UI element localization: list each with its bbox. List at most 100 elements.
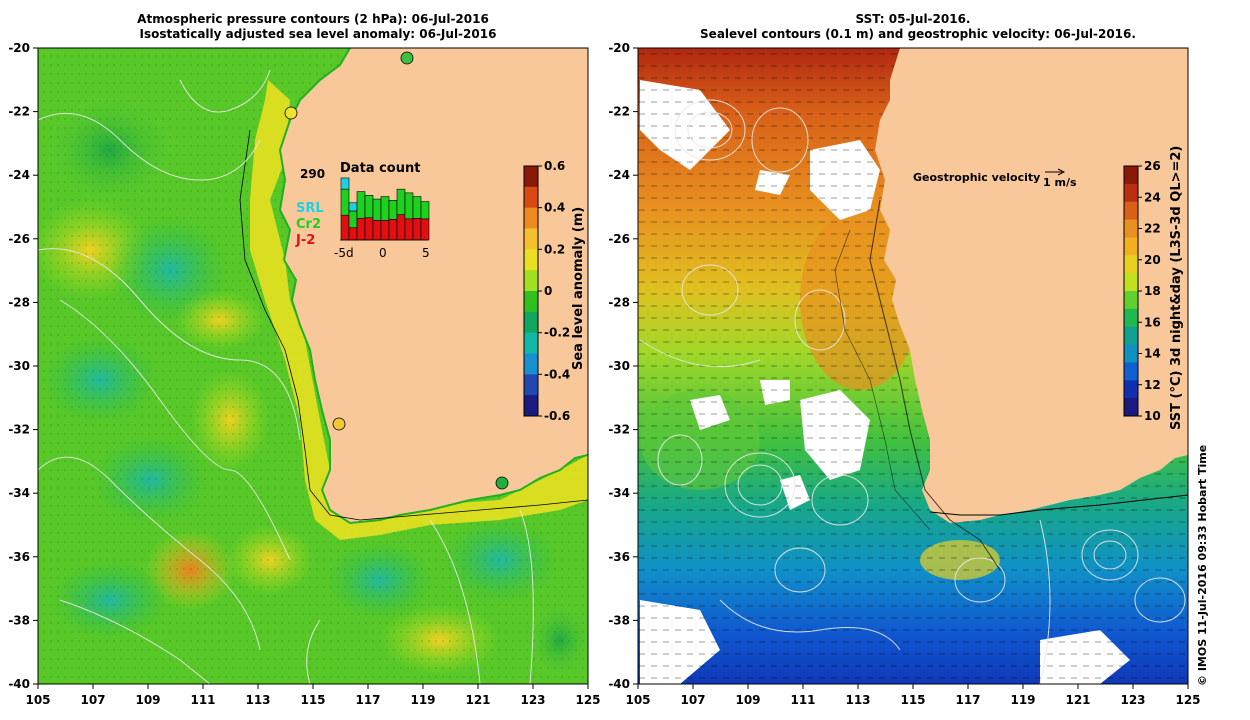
- x-tick-label: 115: [900, 693, 925, 707]
- x-tick-label: 119: [1010, 693, 1035, 707]
- colorbar-swatch: [1124, 362, 1138, 381]
- colorbar-swatch: [524, 166, 538, 188]
- data-count-total: 290: [300, 167, 325, 181]
- tide-gauge-marker: [284, 106, 298, 120]
- tide-gauge-marker: [332, 417, 346, 431]
- x-tick-label: 113: [245, 693, 270, 707]
- colorbar-swatch: [524, 395, 538, 417]
- x-tick-label: 125: [575, 693, 600, 707]
- colorbar-tick-label: 14: [1144, 347, 1161, 361]
- x-tick-label: 121: [1065, 693, 1090, 707]
- y-tick-label: -28: [8, 295, 30, 309]
- inset-x-label: 0: [379, 246, 387, 260]
- x-tick-label: 117: [955, 693, 980, 707]
- colorbar-swatch: [524, 249, 538, 271]
- x-tick-label: 125: [1175, 693, 1200, 707]
- inset-bar-cr2: [380, 196, 390, 221]
- colorbar-swatch: [524, 186, 538, 209]
- inset-bar-cr2: [388, 200, 398, 220]
- inset-bar-cr2: [404, 192, 414, 220]
- colorbar-swatch: [1124, 237, 1138, 256]
- colorbar-swatch: [1124, 273, 1138, 292]
- x-tick-label: 113: [845, 693, 870, 707]
- inset-bar-j2: [356, 217, 366, 241]
- colorbar-swatch: [524, 207, 538, 229]
- inset-bar-cr2: [420, 201, 430, 220]
- x-tick-label: 123: [520, 693, 545, 707]
- colorbar-swatch: [524, 353, 538, 375]
- x-tick-label: 111: [790, 693, 815, 707]
- sst-colorbar: 26 24 22 20 18 16 14 12 10 SST (°C) 3d night&day…: [1123, 146, 1184, 430]
- inset-bar-srl: [340, 177, 350, 190]
- colorbar-tick-label: 0.6: [544, 159, 565, 173]
- colorbar-swatch: [524, 270, 538, 292]
- y-tick-label: -32: [8, 423, 30, 437]
- y-tick-label: -20: [608, 41, 630, 55]
- colorbar-tick-label: 20: [1144, 253, 1161, 267]
- colorbar-tick-label: -0.4: [544, 367, 570, 381]
- y-tick-label: -38: [608, 613, 630, 627]
- y-tick-label: -26: [8, 232, 30, 246]
- x-tick-label: 121: [465, 693, 490, 707]
- y-tick-label: -40: [608, 677, 630, 691]
- inset-bar-j2: [380, 220, 390, 241]
- colorbar-swatch: [524, 228, 538, 250]
- inset-bar-j2: [388, 219, 398, 241]
- x-tick-label: 117: [355, 693, 380, 707]
- y-tick-label: -34: [8, 486, 30, 500]
- colorbar-tick-label: 24: [1144, 190, 1161, 204]
- colorbar-swatch: [1124, 326, 1138, 346]
- x-tick-label: 109: [735, 693, 760, 707]
- colorbar-tick-label: 18: [1144, 284, 1161, 298]
- x-tick-label: 123: [1120, 693, 1145, 707]
- inset-bar-j2: [412, 218, 422, 241]
- inset-bar-j2: [340, 214, 350, 241]
- colorbar-swatch: [1124, 219, 1138, 238]
- x-tick-label: 105: [625, 693, 650, 707]
- legend-j2: J-2: [295, 233, 315, 248]
- y-tick-label: -22: [608, 105, 630, 119]
- inset-bar-cr2: [364, 195, 374, 218]
- x-tick-label: 115: [300, 693, 325, 707]
- right-title-line1: SST: 05-Jul-2016.: [855, 12, 971, 26]
- inset-bar-srl: [348, 202, 358, 212]
- y-tick-label: -24: [8, 168, 30, 182]
- inset-bar-j2: [404, 218, 414, 241]
- inset-bar-j2: [348, 227, 358, 241]
- colorbar-swatch: [1124, 398, 1138, 417]
- y-tick-label: -20: [8, 41, 30, 55]
- inset-bar-cr2: [372, 198, 382, 221]
- left-title-line2: Isostatically adjusted sea level anomaly…: [139, 27, 497, 41]
- inset-bar-cr2: [340, 188, 350, 216]
- colorbar-swatch: [1124, 255, 1138, 274]
- y-tick-label: -36: [8, 550, 30, 564]
- inset-bar-cr2: [356, 191, 366, 219]
- left-land-australia: [280, 48, 588, 523]
- colorbar-tick-label: 0.4: [544, 201, 565, 215]
- data-count-heading: Data count: [340, 161, 420, 176]
- legend-srl: SRL: [296, 201, 324, 216]
- legend-cr2: Cr2: [296, 217, 321, 232]
- colorbar-tick-label: 0: [544, 284, 552, 298]
- inset-bar-j2: [364, 217, 374, 241]
- right-map-figure: 105 107 109 111 113 115 117 119 121 123 125 -20 -22 -…: [608, 41, 1200, 707]
- inset-bar-j2: [396, 214, 406, 241]
- colorbar-tick-label: -0.6: [544, 409, 570, 423]
- left-map-figure: 105 107 109 111 113 115 117 119 121 123 125 -20 -22 -…: [8, 41, 600, 707]
- y-tick-label: -38: [8, 613, 30, 627]
- y-tick-label: -32: [608, 423, 630, 437]
- y-tick-label: -40: [8, 677, 30, 691]
- colorbar-swatch: [1124, 201, 1138, 221]
- y-tick-label: -24: [608, 168, 630, 182]
- left-title-line1: Atmospheric pressure contours (2 hPa): 0…: [137, 12, 489, 26]
- y-tick-label: -22: [8, 105, 30, 119]
- colorbar-swatch: [1124, 308, 1138, 328]
- y-tick-label: -36: [608, 550, 630, 564]
- velocity-scale-label: Geostrophic velocity: [913, 171, 1040, 184]
- credit-text: © IMOS 11-Jul-2016 09:33 Hobart Time: [1196, 445, 1209, 686]
- inset-bar-cr2: [412, 196, 422, 219]
- imos-credit: © IMOS 11-Jul-2016 09:33 Hobart Time: [1196, 445, 1209, 686]
- x-tick-label: 109: [135, 693, 160, 707]
- colorbar-swatch: [524, 291, 538, 313]
- x-tick-label: 111: [190, 693, 215, 707]
